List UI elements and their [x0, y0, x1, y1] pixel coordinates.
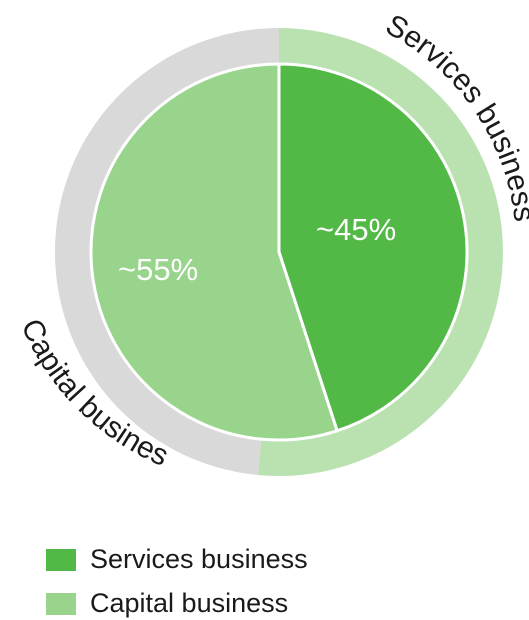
- legend-label-services-business: Services business: [90, 544, 308, 574]
- legend-label-capital-business: Capital business: [90, 588, 289, 618]
- capital-business-data-label: ~55%: [118, 252, 198, 287]
- services-business-swatch: [46, 549, 76, 571]
- services-business-slice: [277, 62, 469, 433]
- capital-business-slice: [89, 62, 339, 442]
- pie-slices: [89, 62, 469, 442]
- outer-ring: [54, 28, 503, 476]
- services-business-ring-segment: [257, 28, 503, 476]
- capital-business-ring-segment: [54, 28, 279, 476]
- capital-business-swatch: [46, 593, 76, 615]
- services-business-data-label: ~45%: [316, 212, 396, 247]
